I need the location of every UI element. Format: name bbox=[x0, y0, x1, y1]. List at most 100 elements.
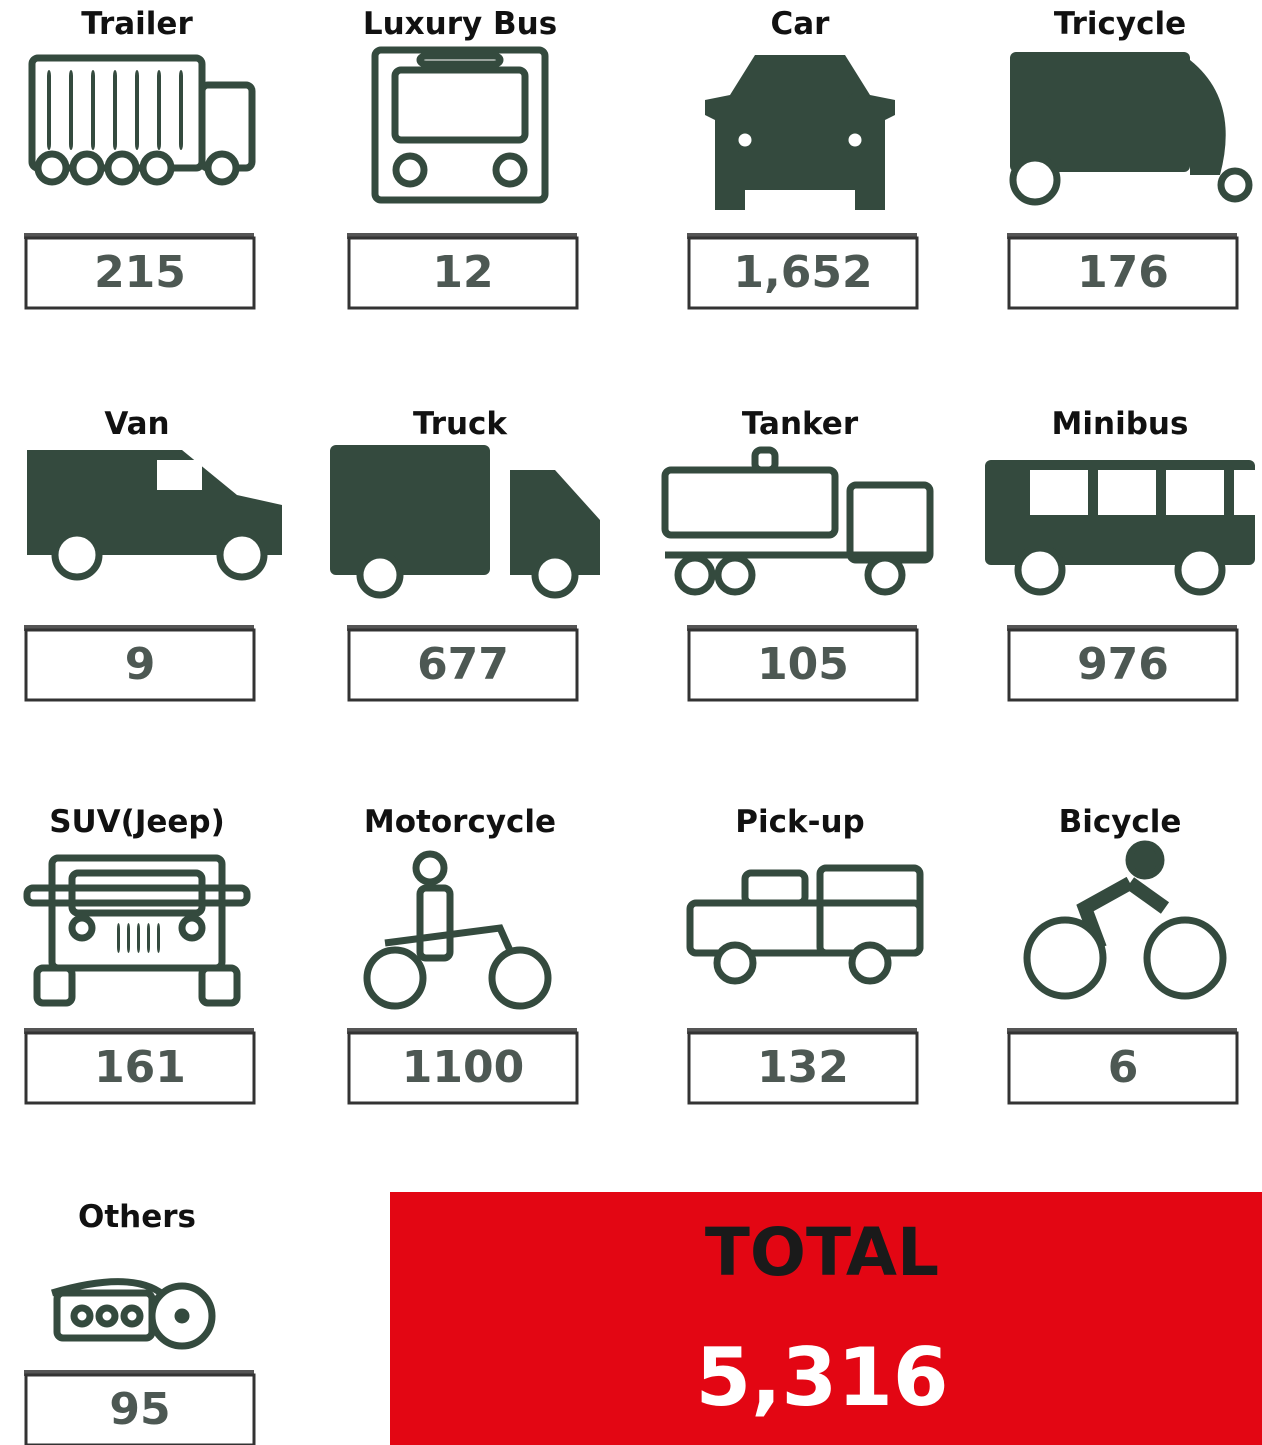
icon-part bbox=[864, 554, 906, 596]
icon-part bbox=[488, 946, 552, 1010]
count-box bbox=[1007, 1031, 1239, 1105]
icon-part bbox=[48, 854, 226, 972]
icon-part bbox=[714, 554, 756, 596]
total-label: TOTAL bbox=[705, 1214, 939, 1291]
icon-part bbox=[1098, 470, 1156, 515]
count-box-top bbox=[687, 1028, 917, 1034]
count-box bbox=[347, 628, 579, 702]
vehicle-icon bbox=[28, 54, 256, 186]
icon-part bbox=[174, 1308, 190, 1324]
vehicle-icon bbox=[1023, 840, 1227, 1000]
icon-part bbox=[104, 150, 140, 186]
icon-part bbox=[705, 55, 895, 210]
vehicle-icon bbox=[686, 864, 924, 985]
count-value: 176 bbox=[1077, 247, 1169, 298]
icon-part bbox=[1143, 916, 1227, 1000]
vehicle-label: Pick-up bbox=[735, 804, 864, 840]
count-box-top bbox=[687, 625, 917, 631]
count-box bbox=[687, 236, 919, 310]
icon-part bbox=[1125, 840, 1165, 880]
icon-part bbox=[33, 964, 76, 1007]
icon-part bbox=[510, 470, 600, 575]
icon-part bbox=[492, 152, 528, 188]
count-value: 9 bbox=[125, 639, 156, 690]
icon-part bbox=[416, 52, 504, 68]
vehicle-label: Car bbox=[771, 6, 831, 42]
icon-part bbox=[23, 884, 251, 907]
vehicle-icon bbox=[371, 46, 549, 204]
count-value: 132 bbox=[757, 1042, 849, 1093]
count-box bbox=[1007, 628, 1239, 702]
icon-part bbox=[204, 150, 240, 186]
icon-part bbox=[179, 70, 183, 150]
icon-part bbox=[51, 529, 103, 581]
vehicle-label: Tanker bbox=[742, 406, 859, 442]
icon-part bbox=[1014, 544, 1066, 596]
count-value: 1100 bbox=[402, 1042, 524, 1093]
icon-part bbox=[841, 126, 869, 154]
icon-part bbox=[157, 70, 161, 150]
icon-part bbox=[1030, 470, 1088, 515]
icon-part bbox=[416, 884, 454, 962]
count-box bbox=[347, 236, 579, 310]
icon-part bbox=[70, 1304, 94, 1328]
icon-part bbox=[95, 1304, 119, 1328]
icon-part bbox=[139, 150, 175, 186]
count-value: 95 bbox=[109, 1384, 170, 1435]
count-box-top bbox=[687, 233, 917, 239]
icon-part bbox=[157, 460, 202, 490]
icon-part bbox=[1234, 470, 1262, 515]
icon-part bbox=[120, 1304, 144, 1328]
vehicle-label: Motorcycle bbox=[364, 804, 556, 840]
vehicle-icon bbox=[705, 55, 895, 210]
icon-part bbox=[1023, 916, 1107, 1000]
vehicle-label: SUV(Jeep) bbox=[49, 804, 225, 840]
count-box bbox=[24, 1373, 256, 1445]
icon-part bbox=[1174, 544, 1226, 596]
vehicle-label: Trailer bbox=[81, 6, 193, 42]
count-box-top bbox=[24, 1370, 254, 1376]
icon-part bbox=[391, 66, 529, 144]
icon-part bbox=[34, 150, 70, 186]
icon-part bbox=[68, 914, 96, 942]
icon-part bbox=[816, 864, 924, 957]
icon-part bbox=[741, 869, 809, 907]
count-value: 1,652 bbox=[733, 247, 872, 298]
count-value: 215 bbox=[94, 247, 186, 298]
vehicle-label: Van bbox=[104, 406, 169, 442]
icon-part bbox=[674, 554, 716, 596]
vehicle-icon bbox=[27, 450, 282, 581]
vehicle-icon bbox=[363, 850, 552, 1010]
icon-part bbox=[531, 551, 579, 599]
vehicle-label: Minibus bbox=[1052, 406, 1189, 442]
vehicle-icon bbox=[1009, 52, 1253, 206]
icon-part bbox=[135, 70, 139, 150]
icon-part bbox=[147, 923, 150, 953]
icon-part bbox=[178, 914, 206, 942]
vehicle-label: Luxury Bus bbox=[363, 6, 557, 42]
icon-part bbox=[157, 923, 160, 953]
count-box-top bbox=[1007, 625, 1237, 631]
vehicle-icon bbox=[985, 460, 1262, 596]
icon-part bbox=[1190, 60, 1226, 175]
icon-part bbox=[127, 923, 130, 953]
icon-part bbox=[117, 923, 120, 953]
vehicle-label: Others bbox=[78, 1199, 196, 1235]
count-box bbox=[24, 1031, 256, 1105]
icon-part bbox=[356, 551, 404, 599]
count-box-top bbox=[347, 1028, 577, 1034]
count-box bbox=[24, 628, 256, 702]
count-box bbox=[1007, 236, 1239, 310]
count-box-top bbox=[1007, 1028, 1237, 1034]
vehicle-icon bbox=[661, 446, 934, 596]
count-box-top bbox=[24, 233, 254, 239]
icon-part bbox=[47, 70, 51, 150]
count-box bbox=[24, 236, 256, 310]
count-value: 6 bbox=[1108, 1042, 1139, 1093]
icon-part bbox=[1096, 96, 1144, 154]
icon-part bbox=[1009, 154, 1061, 206]
count-box bbox=[347, 1031, 579, 1105]
icon-part bbox=[330, 445, 490, 575]
